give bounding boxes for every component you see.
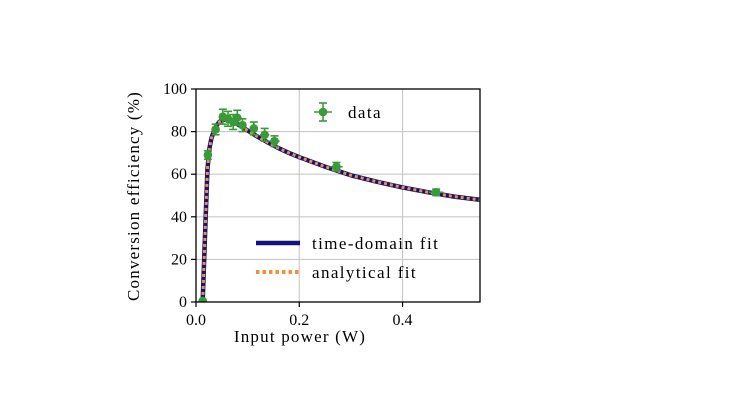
data-marker <box>211 125 220 134</box>
legend-entry: data <box>314 102 382 122</box>
legend-label: analytical fit <box>312 263 417 282</box>
data-marker <box>332 162 341 172</box>
data-point <box>218 108 228 125</box>
data-point <box>203 149 213 161</box>
y-tick-label: 40 <box>171 209 187 226</box>
data-point <box>249 121 259 136</box>
legend-marker <box>318 107 328 117</box>
data-point <box>330 161 343 172</box>
axis-ticks: 0.0 0.2 0.4 0 20 40 60 80 100 <box>163 81 413 329</box>
legend-label: time-domain fit <box>312 234 439 253</box>
data-point <box>233 109 242 127</box>
legend-entry: analytical fit <box>256 263 417 282</box>
x-tick-label: 0.4 <box>393 312 413 329</box>
legend: data time-domain fit analytical fit <box>256 102 439 282</box>
x-axis-label: Input power (W) <box>234 327 366 346</box>
data-marker <box>270 136 279 146</box>
x-tick-label: 0.2 <box>289 312 309 329</box>
y-tick-label: 80 <box>171 124 187 141</box>
data-marker <box>260 130 269 140</box>
data-point <box>238 118 247 133</box>
x-tick-label: 0.0 <box>186 312 206 329</box>
data-marker <box>198 296 208 302</box>
data-point <box>260 127 270 142</box>
data-point <box>269 135 280 148</box>
data-marker <box>233 113 242 123</box>
data-point <box>428 188 444 197</box>
data-point <box>198 296 208 302</box>
y-tick-label: 60 <box>171 166 187 183</box>
y-tick-label: 20 <box>171 251 187 268</box>
plot-frame <box>195 88 481 303</box>
y-tick-label: 0 <box>179 294 187 311</box>
legend-label: data <box>348 103 382 122</box>
data-marker <box>203 150 213 160</box>
series-layer <box>198 108 480 302</box>
y-tick-label: 100 <box>163 81 187 98</box>
data-point <box>211 123 220 136</box>
legend-entry: time-domain fit <box>256 234 439 253</box>
y-axis-label: Conversion efficiency (%) <box>124 91 143 301</box>
data-marker <box>238 120 247 130</box>
data-marker <box>431 188 441 197</box>
data-marker <box>249 124 259 133</box>
